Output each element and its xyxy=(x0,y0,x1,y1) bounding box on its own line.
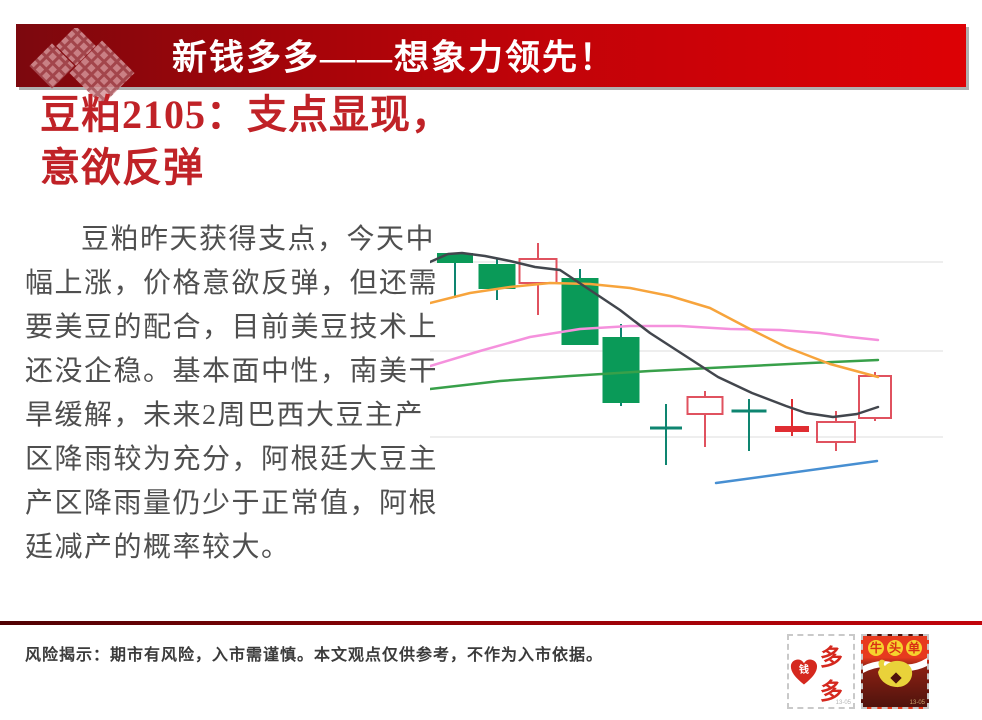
risk-disclaimer: 风险揭示：期市有风险，入市需谨慎。本文观点仅供参考，不作为入市依据。 xyxy=(25,647,604,664)
qianduoduo-logo: 钱 多多 13-05 xyxy=(787,634,855,709)
heart-icon: 钱 xyxy=(790,659,818,684)
duoduo-label: 多多 xyxy=(819,644,843,704)
body-line: 产区降雨量仍少于正常值，阿根 xyxy=(25,488,439,519)
badge-dan: 单 xyxy=(906,640,922,656)
candlestick-chart xyxy=(430,230,982,520)
bull-head-icon xyxy=(863,658,927,688)
body-line: 廷减产的概率较大。 xyxy=(25,532,291,563)
article-title-line2: 意欲反弹 xyxy=(40,145,204,190)
body-line: 区降雨较为充分，阿根廷大豆主 xyxy=(25,444,439,475)
banner-title: 新钱多多——想象力领先！ xyxy=(172,37,617,77)
body-line: 旱缓解，未来2周巴西大豆主产 xyxy=(25,400,425,431)
article-title-line1: 豆粕2105：支点显现， xyxy=(40,92,452,137)
badge-niu: 牛 xyxy=(868,640,884,656)
niutoudan-logo: 牛 头 单 13-05 xyxy=(861,634,929,709)
stamp-code: 13-05 xyxy=(835,700,851,706)
article-title: 豆粕2105：支点显现， 意欲反弹 xyxy=(40,88,520,194)
stamp-code: 13-05 xyxy=(909,700,925,706)
body-line: 幅上涨，价格意欲反弹，但还需 xyxy=(25,268,439,299)
body-line: 要美豆的配合，目前美豆技术上 xyxy=(25,312,439,343)
footer-divider xyxy=(0,621,982,625)
article-body: 豆粕昨天获得支点，今天中 幅上涨，价格意欲反弹，但还需 要美豆的配合，目前美豆技… xyxy=(25,218,443,570)
niutoudan-badges: 牛 头 单 xyxy=(863,640,927,656)
body-line: 豆粕昨天获得支点，今天中 xyxy=(81,224,436,255)
body-line: 还没企稳。基本面中性，南美干 xyxy=(25,356,439,387)
heart-character: 钱 xyxy=(799,663,809,676)
badge-tou: 头 xyxy=(887,640,903,656)
header-banner: 新钱多多——想象力领先！ xyxy=(16,24,966,106)
diamond-ornament-icon xyxy=(29,28,135,106)
